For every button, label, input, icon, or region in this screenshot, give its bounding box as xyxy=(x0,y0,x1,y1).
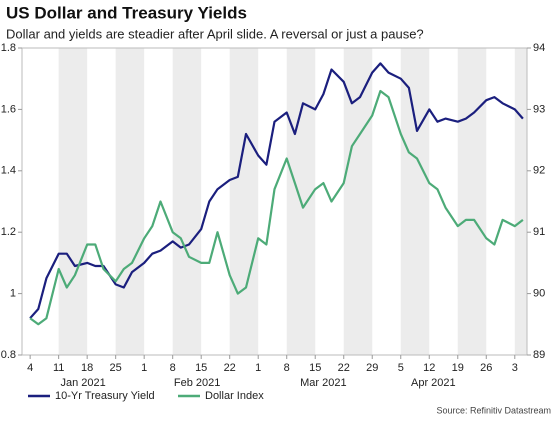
week-band xyxy=(58,48,88,355)
y-tick-label: 0.8 xyxy=(1,349,16,361)
legend-label: 10-Yr Treasury Yield xyxy=(55,390,155,402)
y2-tick-label: 89 xyxy=(533,349,545,361)
y2-tick-label: 90 xyxy=(533,288,545,300)
series-line xyxy=(29,89,524,326)
y2-tick-label: 94 xyxy=(533,42,545,54)
source-note: Source: Refinitiv Datastream xyxy=(436,405,551,415)
x-tick-label: 15 xyxy=(195,362,207,374)
y-tick-label: 1.4 xyxy=(1,165,16,177)
x-tick-label: 8 xyxy=(170,362,176,374)
x-tick-label: 26 xyxy=(480,362,492,374)
x-tick-label: 11 xyxy=(53,362,64,374)
x-tick-label: 4 xyxy=(27,362,33,374)
x-tick-label: 1 xyxy=(255,362,261,374)
x-tick-label: 18 xyxy=(81,362,93,374)
x-tick-label: 25 xyxy=(110,362,122,374)
week-band xyxy=(229,48,259,355)
y-tick-label: 1 xyxy=(10,288,16,300)
month-label: Feb 2021 xyxy=(174,377,220,389)
week-band xyxy=(172,48,202,355)
series-line xyxy=(29,62,524,319)
legend-label: Dollar Index xyxy=(205,390,264,402)
week-band xyxy=(115,48,145,355)
chart-subtitle: Dollar and yields are steadier after Apr… xyxy=(6,26,424,41)
chart-title: US Dollar and Treasury Yields xyxy=(6,3,247,22)
x-tick-label: 19 xyxy=(452,362,464,374)
x-tick-label: 12 xyxy=(423,362,435,374)
y-tick-label: 1.6 xyxy=(1,103,16,115)
y2-tick-label: 91 xyxy=(533,226,545,238)
x-tick-label: 1 xyxy=(141,362,147,374)
x-tick-label: 29 xyxy=(366,362,378,374)
week-band xyxy=(514,48,527,355)
x-tick-label: 15 xyxy=(309,362,321,374)
x-tick-label: 22 xyxy=(338,362,350,374)
week-band xyxy=(400,48,430,355)
month-label: Apr 2021 xyxy=(411,377,456,389)
x-tick-label: 5 xyxy=(398,362,404,374)
x-tick-label: 22 xyxy=(224,362,236,374)
y2-tick-label: 93 xyxy=(533,103,545,115)
week-band xyxy=(457,48,487,355)
x-tick-label: 8 xyxy=(284,362,290,374)
y-tick-label: 1.2 xyxy=(1,226,16,238)
y2-tick-label: 92 xyxy=(533,165,545,177)
x-tick-label: 3 xyxy=(512,362,518,374)
month-label: Jan 2021 xyxy=(60,377,105,389)
y-tick-label: 1.8 xyxy=(1,42,16,54)
plot-frame xyxy=(21,47,528,356)
month-label: Mar 2021 xyxy=(300,377,346,389)
